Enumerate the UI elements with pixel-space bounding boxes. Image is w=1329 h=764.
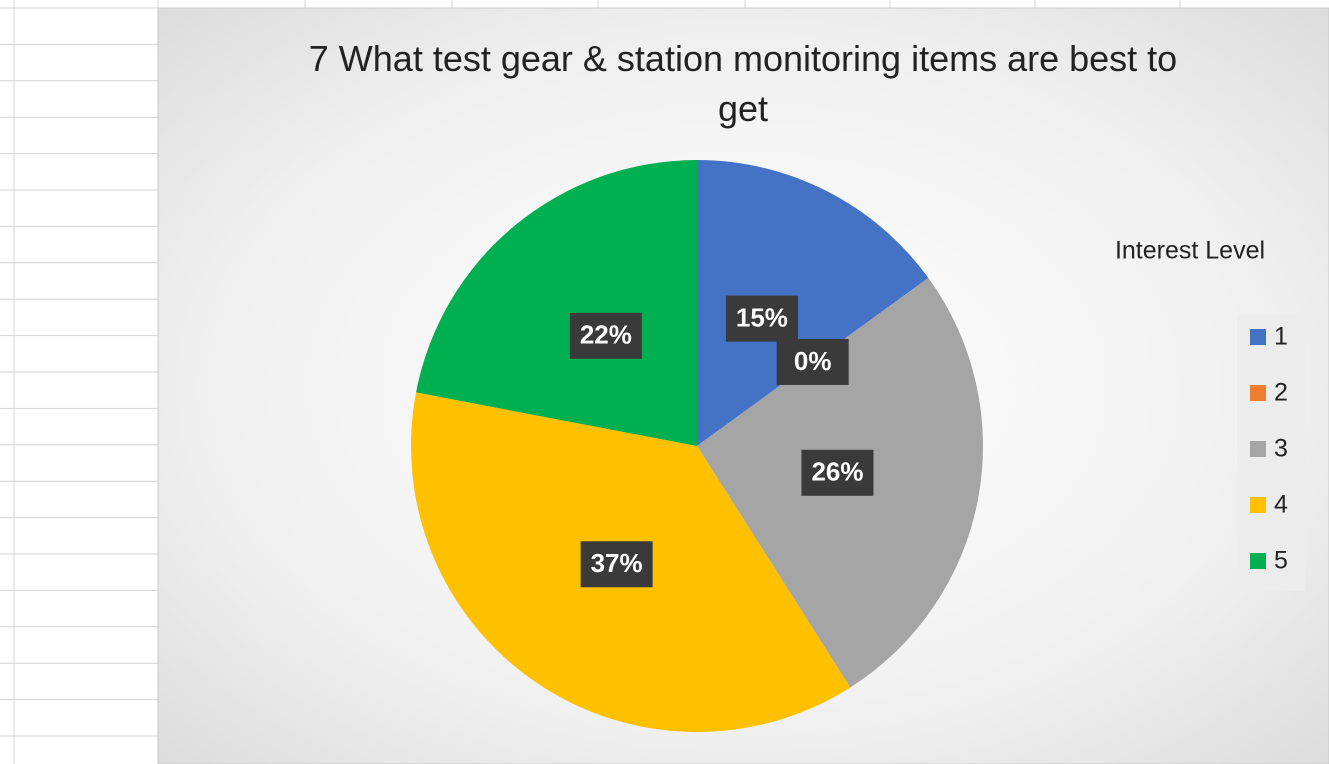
legend-swatch <box>1250 329 1266 345</box>
data-label: 0% <box>794 346 832 376</box>
chart-title: 7 What test gear & station monitoring it… <box>308 38 1178 129</box>
legend-box <box>1237 315 1305 591</box>
legend: 1 2 3 4 5 <box>1250 323 1288 575</box>
legend-label: 4 <box>1274 491 1288 519</box>
data-label-box <box>725 295 798 342</box>
legend-title: Interest Level <box>1115 237 1265 265</box>
data-label-box <box>801 449 874 496</box>
legend-label: 5 <box>1274 547 1288 575</box>
legend-label: 1 <box>1274 323 1288 351</box>
pie-slice <box>416 160 697 446</box>
data-label-box <box>776 338 849 385</box>
legend-swatch <box>1250 385 1266 401</box>
data-label-box <box>569 312 642 359</box>
legend-swatch <box>1250 497 1266 513</box>
legend-swatch <box>1250 441 1266 457</box>
pie <box>410 160 983 733</box>
pie-slice <box>697 160 929 446</box>
data-labels: 15%0% 26% 37% 22% <box>569 295 874 588</box>
data-label-box <box>580 541 653 588</box>
legend-label: 3 <box>1274 435 1288 463</box>
data-label: 15% <box>736 302 788 332</box>
data-label: 37% <box>591 548 643 578</box>
legend-swatch <box>1250 553 1266 569</box>
legend-label: 2 <box>1274 379 1288 407</box>
data-label: 26% <box>811 457 863 487</box>
data-label: 22% <box>580 320 632 350</box>
